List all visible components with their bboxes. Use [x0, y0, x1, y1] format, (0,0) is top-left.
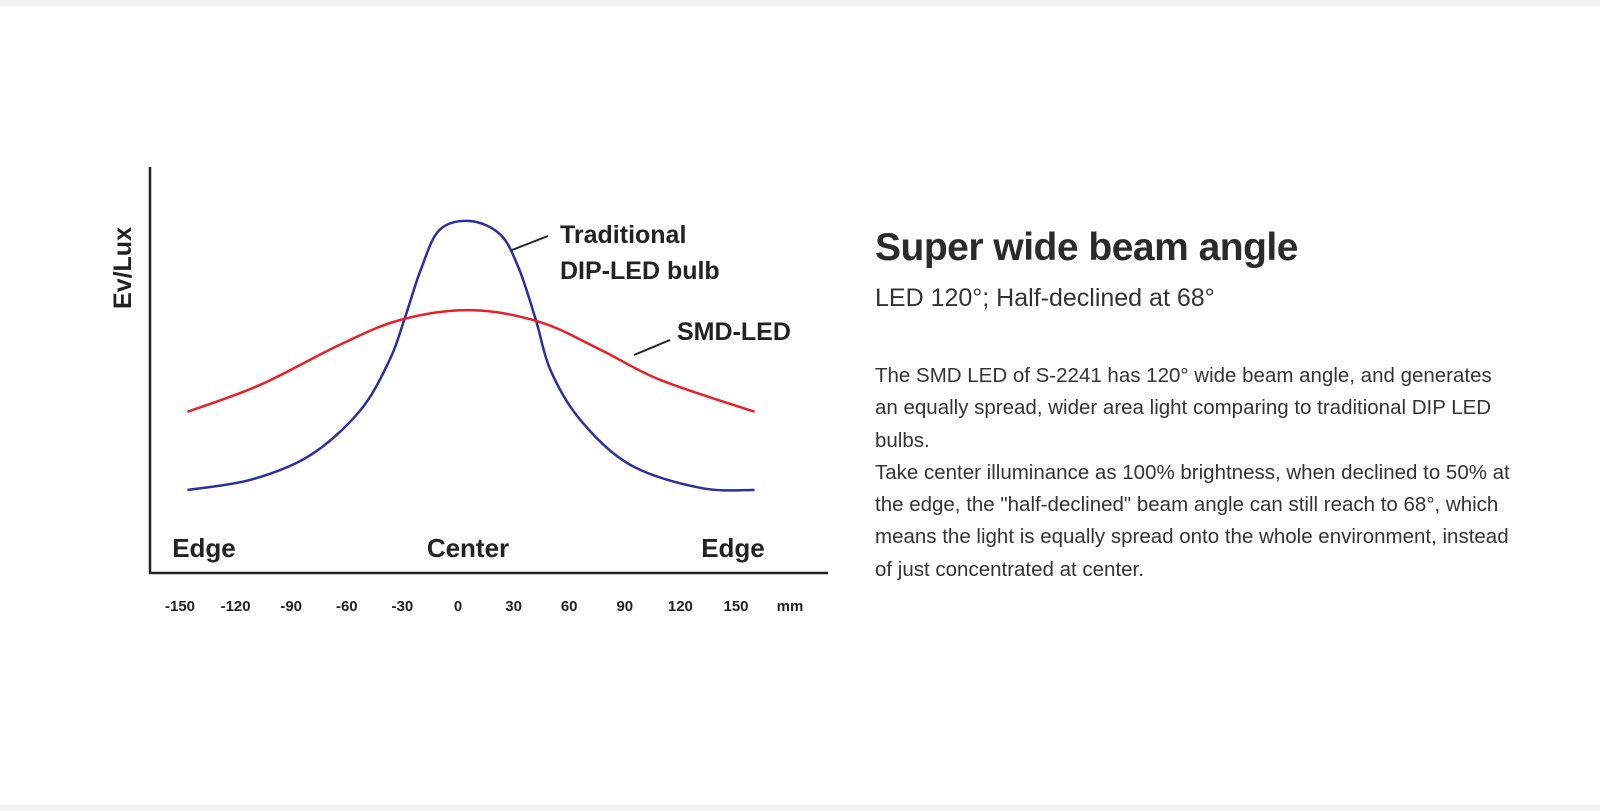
description-paragraph: The SMD LED of S-2241 has 120° wide beam… [875, 364, 1492, 452]
beam-angle-chart: -150 -120 -90 -60 -30 0 30 60 90 120 150 mm Ev/Lux E… [109, 167, 828, 615]
x-unit-label: mm [777, 598, 804, 615]
x-tick-label: -120 [221, 598, 251, 615]
leader-line [633, 339, 671, 356]
x-tick-label: 60 [561, 598, 578, 615]
top-border [0, 0, 1600, 6]
x-tick-label: -60 [336, 598, 358, 615]
series-label: Traditional [560, 221, 686, 249]
region-label: Edge [701, 533, 765, 563]
leader-line [511, 235, 549, 251]
x-tick-label: -150 [165, 598, 195, 615]
axes: -150 -120 -90 -60 -30 0 30 60 90 120 150 mm Ev/Lux [109, 167, 828, 615]
x-tick-label: -90 [280, 598, 302, 615]
x-tick-label: 90 [616, 598, 633, 615]
x-tick-label: 0 [454, 598, 462, 615]
curves [186, 219, 755, 492]
series-line-smd-led [186, 308, 755, 413]
region-label: Edge [172, 533, 236, 563]
y-axis-label: Ev/Lux [109, 227, 137, 309]
chart-labels: Edge Center Edge Traditional DIP-LED bulb SMD… [172, 221, 791, 563]
bottom-border [0, 805, 1600, 811]
x-tick-label: 150 [723, 598, 748, 615]
series-label: DIP-LED bulb [560, 257, 720, 285]
series-label: SMD-LED [677, 318, 791, 346]
section-title: Super wide beam angle [875, 226, 1298, 269]
x-tick-label: -30 [392, 598, 414, 615]
x-tick-label: 30 [505, 598, 522, 615]
series-line-dip-led [187, 219, 755, 492]
section-subtitle: LED 120°; Half-declined at 68° [875, 284, 1215, 312]
x-tick-label: 120 [668, 598, 693, 615]
description-paragraph: Take center illuminance as 100% brightne… [875, 460, 1510, 581]
region-label: Center [427, 533, 509, 563]
description: The SMD LED of S-2241 has 120° wide beam… [875, 360, 1515, 586]
